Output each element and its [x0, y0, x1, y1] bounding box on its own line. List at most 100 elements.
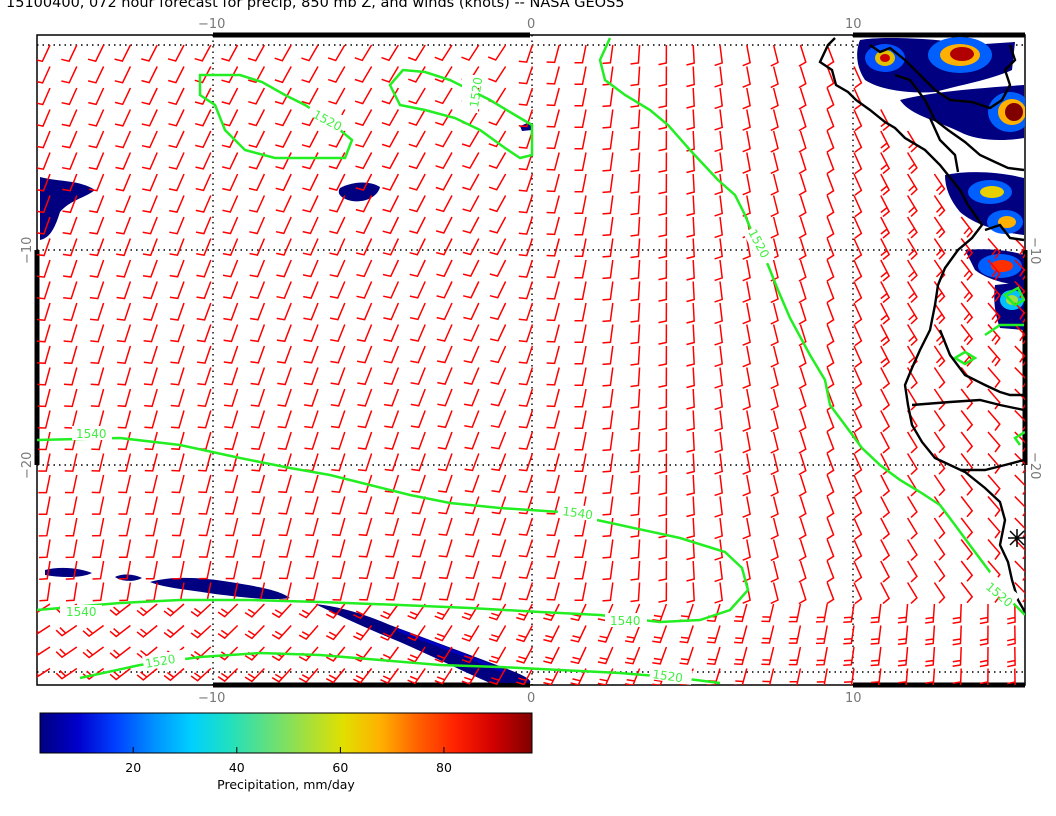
wind-barb	[88, 152, 105, 170]
wind-barb	[925, 646, 936, 667]
wind-barb	[770, 152, 779, 175]
wind-barb	[356, 324, 373, 342]
wind-barb	[742, 238, 751, 260]
wind-barb	[38, 474, 51, 494]
wind-barb	[798, 195, 807, 218]
wind-barb	[143, 281, 158, 300]
wind-barb	[490, 388, 507, 407]
wind-barb	[843, 625, 855, 645]
wind-barb	[354, 44, 373, 62]
wind-barb	[714, 560, 724, 583]
wind-barb	[410, 367, 426, 386]
wind-barb	[304, 410, 319, 429]
wind-barb	[384, 431, 400, 450]
wind-barb	[630, 453, 641, 474]
wind-barb	[960, 496, 974, 518]
wind-barb	[221, 130, 239, 149]
wind-barb	[546, 496, 560, 515]
wind-barb	[630, 410, 641, 431]
wind-barb	[168, 66, 185, 84]
wind-barb	[383, 324, 400, 342]
wind-barb	[518, 152, 534, 171]
wind-barb	[788, 625, 802, 644]
wind-barb	[437, 367, 453, 385]
wind-barb	[742, 87, 751, 110]
border-decorations	[34, 32, 1028, 688]
wind-barb	[686, 496, 695, 518]
colorbar-gradient	[39, 712, 533, 754]
wind-barb	[63, 259, 78, 278]
wind-barb	[898, 668, 909, 685]
wind-barb	[197, 345, 212, 364]
wind-barb	[463, 388, 480, 407]
wind-barb	[435, 216, 453, 234]
wind-barb	[546, 431, 560, 451]
wind-barb	[142, 238, 158, 257]
wind-barb	[798, 216, 807, 239]
wind-barb	[933, 582, 946, 604]
wind-barb	[63, 302, 78, 322]
wind-barb	[789, 668, 802, 685]
wind-barb	[630, 109, 641, 130]
wind-barb	[518, 216, 534, 235]
wind-barb	[987, 431, 1001, 453]
wind-barb	[224, 410, 239, 429]
wind-barb	[275, 152, 292, 170]
wind-barb	[358, 517, 373, 537]
wind-barb	[197, 410, 212, 429]
wind-barb	[305, 517, 319, 537]
height-contours	[37, 37, 1025, 685]
wind-barb	[960, 560, 974, 582]
wind-barb	[853, 496, 863, 519]
wind-barb	[1007, 668, 1016, 685]
wind-barb	[770, 109, 779, 132]
wind-barb	[488, 173, 507, 191]
wind-barb	[172, 560, 185, 580]
wind-barb	[686, 410, 695, 432]
wind-barb	[491, 539, 507, 558]
wind-barb	[198, 517, 212, 537]
wind-barb	[464, 453, 480, 472]
wind-barb	[436, 238, 453, 256]
wind-barb	[906, 496, 918, 518]
wind-barb	[249, 195, 266, 213]
wind-barb	[630, 130, 641, 151]
wind-barb	[518, 87, 534, 106]
wind-barb	[706, 646, 721, 666]
wind-barb	[987, 496, 1001, 517]
wind-barb	[37, 152, 51, 171]
wind-barb	[770, 130, 779, 153]
wind-barb	[658, 152, 668, 173]
wind-barb	[222, 152, 239, 170]
wind-barb	[880, 474, 891, 497]
wind-barb	[897, 625, 909, 646]
wind-barb	[63, 367, 78, 386]
contour-label: 1520	[144, 652, 177, 671]
wind-barb	[624, 625, 641, 644]
wind-barb	[574, 173, 587, 193]
wind-barb	[249, 216, 266, 235]
wind-barb	[686, 238, 695, 260]
wind-barb	[278, 474, 292, 494]
wind-barb	[826, 453, 835, 476]
wind-barb	[109, 603, 131, 616]
wind-barb	[275, 216, 292, 235]
wind-barb	[1007, 625, 1016, 646]
wind-barb	[170, 367, 185, 386]
wind-barb	[331, 517, 346, 537]
wind-barb	[381, 44, 400, 62]
wind-barb	[144, 431, 158, 451]
wind-barb	[383, 367, 400, 386]
wind-barb	[330, 388, 346, 407]
wind-barb	[602, 87, 614, 108]
wind-barb	[195, 130, 212, 149]
contour-label: 1520	[652, 667, 684, 685]
wind-barb	[87, 44, 105, 63]
wind-barb	[742, 173, 751, 196]
wind-barb	[714, 324, 724, 346]
wind-barb	[518, 238, 534, 257]
wind-barb	[330, 367, 346, 386]
wind-barb	[679, 625, 694, 644]
wind-barb	[897, 603, 909, 624]
wind-barb	[325, 625, 346, 641]
